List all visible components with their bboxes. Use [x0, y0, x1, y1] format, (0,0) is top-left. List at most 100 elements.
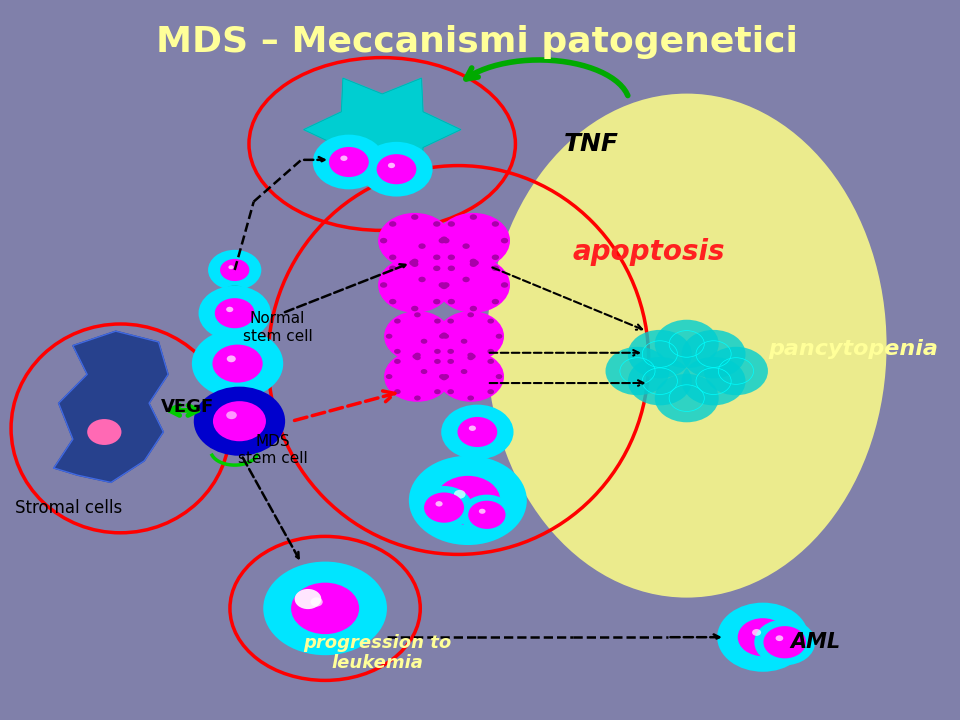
Circle shape [655, 320, 719, 368]
Circle shape [488, 349, 494, 354]
Circle shape [389, 266, 396, 271]
Circle shape [755, 619, 815, 665]
Circle shape [447, 221, 455, 227]
Circle shape [360, 142, 433, 197]
Circle shape [441, 284, 447, 289]
Circle shape [463, 276, 469, 282]
Text: Stromal cells: Stromal cells [14, 499, 122, 517]
Circle shape [461, 369, 468, 374]
Circle shape [378, 257, 451, 312]
Circle shape [227, 307, 233, 312]
Circle shape [384, 311, 450, 361]
Circle shape [419, 243, 425, 249]
Circle shape [389, 254, 396, 260]
Circle shape [437, 213, 510, 269]
Text: MDS – Meccanismi patogenetici: MDS – Meccanismi patogenetici [156, 25, 799, 59]
Circle shape [468, 500, 506, 529]
Polygon shape [303, 78, 461, 181]
Circle shape [442, 405, 514, 459]
Circle shape [411, 258, 419, 264]
Circle shape [380, 238, 387, 243]
Circle shape [439, 238, 445, 243]
Circle shape [199, 286, 271, 341]
Circle shape [468, 395, 474, 400]
Circle shape [436, 501, 443, 507]
Circle shape [682, 330, 746, 378]
Circle shape [386, 374, 393, 379]
Circle shape [471, 260, 479, 266]
Circle shape [441, 375, 447, 380]
Circle shape [409, 260, 417, 266]
Circle shape [443, 282, 449, 288]
Circle shape [378, 213, 451, 269]
Circle shape [447, 299, 455, 305]
Circle shape [763, 626, 806, 658]
Circle shape [752, 629, 761, 636]
Circle shape [488, 318, 494, 323]
Circle shape [495, 374, 502, 379]
Circle shape [420, 369, 427, 374]
Circle shape [394, 318, 400, 323]
Circle shape [310, 598, 323, 606]
Circle shape [495, 334, 502, 339]
Circle shape [192, 329, 283, 398]
Text: TNF: TNF [564, 132, 619, 156]
Circle shape [227, 356, 236, 362]
Circle shape [215, 298, 254, 328]
Text: MDS
stem cell: MDS stem cell [238, 433, 307, 467]
Circle shape [438, 351, 504, 402]
Circle shape [424, 492, 464, 523]
Circle shape [468, 355, 474, 360]
Circle shape [291, 582, 359, 634]
Circle shape [469, 354, 476, 359]
Text: AML: AML [790, 632, 840, 652]
Circle shape [628, 357, 692, 405]
Circle shape [376, 154, 417, 184]
Circle shape [341, 156, 348, 161]
Circle shape [776, 635, 783, 641]
Text: pancytopenia: pancytopenia [768, 339, 938, 359]
Circle shape [208, 250, 261, 290]
Circle shape [411, 306, 419, 311]
Polygon shape [54, 331, 168, 482]
Circle shape [384, 351, 450, 402]
Circle shape [441, 333, 447, 338]
Circle shape [501, 282, 508, 288]
Circle shape [704, 347, 768, 395]
Circle shape [380, 282, 387, 288]
Circle shape [469, 306, 477, 311]
Circle shape [469, 215, 477, 220]
Circle shape [438, 311, 504, 361]
Circle shape [227, 411, 237, 419]
Circle shape [443, 374, 449, 379]
Text: Normal
stem cell: Normal stem cell [243, 311, 312, 344]
Circle shape [434, 359, 441, 364]
Circle shape [394, 390, 400, 395]
Circle shape [388, 163, 396, 168]
Circle shape [488, 359, 494, 364]
Ellipse shape [487, 94, 887, 598]
Circle shape [469, 261, 477, 267]
Circle shape [469, 258, 477, 264]
Circle shape [313, 135, 385, 189]
Circle shape [407, 235, 481, 291]
Circle shape [443, 238, 449, 243]
Text: progression to
leukemia: progression to leukemia [303, 634, 451, 672]
Circle shape [212, 345, 263, 382]
Circle shape [228, 265, 233, 269]
Text: VEGF: VEGF [160, 398, 214, 416]
Circle shape [454, 490, 466, 499]
Circle shape [420, 338, 427, 343]
Circle shape [468, 312, 474, 318]
Circle shape [492, 266, 499, 271]
Circle shape [329, 147, 369, 177]
Circle shape [468, 353, 474, 358]
Circle shape [443, 334, 449, 339]
Circle shape [434, 349, 441, 354]
Circle shape [433, 254, 441, 260]
Circle shape [224, 285, 246, 302]
Circle shape [416, 486, 472, 529]
Circle shape [414, 353, 420, 358]
Circle shape [414, 355, 420, 360]
Circle shape [717, 603, 808, 672]
